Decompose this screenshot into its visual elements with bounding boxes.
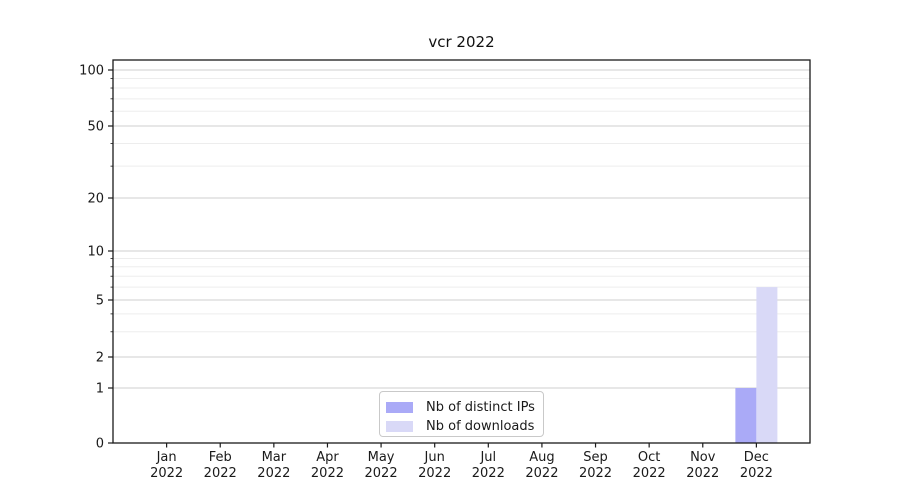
y-tick-label: 0: [96, 437, 104, 452]
x-tick-label-year: 2022: [579, 466, 612, 481]
x-tick-label-year: 2022: [311, 466, 344, 481]
legend-label-downloads: Nb of downloads: [426, 419, 535, 434]
x-tick-label-year: 2022: [633, 466, 666, 481]
x-tick-label-year: 2022: [150, 466, 183, 481]
x-tick-label-month: Jul: [479, 450, 496, 465]
y-tick-label: 1: [96, 382, 104, 397]
x-tick-label-month: May: [368, 450, 395, 465]
x-tick-label-month: Jun: [424, 450, 445, 465]
bar-nb-of-distinct-ips-dec: [735, 388, 757, 443]
legend-swatch-distinct-ips: [386, 402, 413, 413]
x-tick-label-month: Aug: [529, 450, 554, 465]
x-tick-label-month: Mar: [262, 450, 287, 465]
x-tick-label-month: Nov: [690, 450, 716, 465]
legend: Nb of distinct IPs Nb of downloads: [379, 391, 544, 437]
x-tick-label-year: 2022: [740, 466, 773, 481]
legend-item-downloads: Nb of downloads: [386, 417, 543, 436]
x-tick-label-month: Feb: [209, 450, 232, 465]
y-tick-label: 100: [79, 64, 104, 79]
legend-item-distinct-ips: Nb of distinct IPs: [386, 398, 543, 417]
x-tick-label-year: 2022: [525, 466, 558, 481]
y-tick-label: 2: [96, 351, 104, 366]
x-tick-label-year: 2022: [365, 466, 398, 481]
chart-title: vcr 2022: [428, 33, 495, 51]
y-tick-label: 20: [87, 192, 104, 207]
x-tick-label-month: Oct: [638, 450, 660, 465]
y-tick-label: 50: [87, 120, 104, 135]
y-tick-label: 5: [96, 294, 104, 309]
x-tick-label-year: 2022: [204, 466, 237, 481]
x-tick-label-year: 2022: [418, 466, 451, 481]
x-tick-label-month: Jan: [156, 450, 177, 465]
x-tick-label-year: 2022: [257, 466, 290, 481]
x-tick-label-year: 2022: [686, 466, 719, 481]
y-tick-label: 10: [87, 245, 104, 260]
bar-nb-of-downloads-dec: [756, 287, 778, 443]
x-tick-label-month: Dec: [744, 450, 769, 465]
x-tick-label-month: Apr: [316, 450, 339, 465]
x-tick-label-month: Sep: [583, 450, 608, 465]
legend-swatch-downloads: [386, 421, 413, 432]
x-tick-label-year: 2022: [472, 466, 505, 481]
legend-label-distinct-ips: Nb of distinct IPs: [426, 400, 535, 415]
